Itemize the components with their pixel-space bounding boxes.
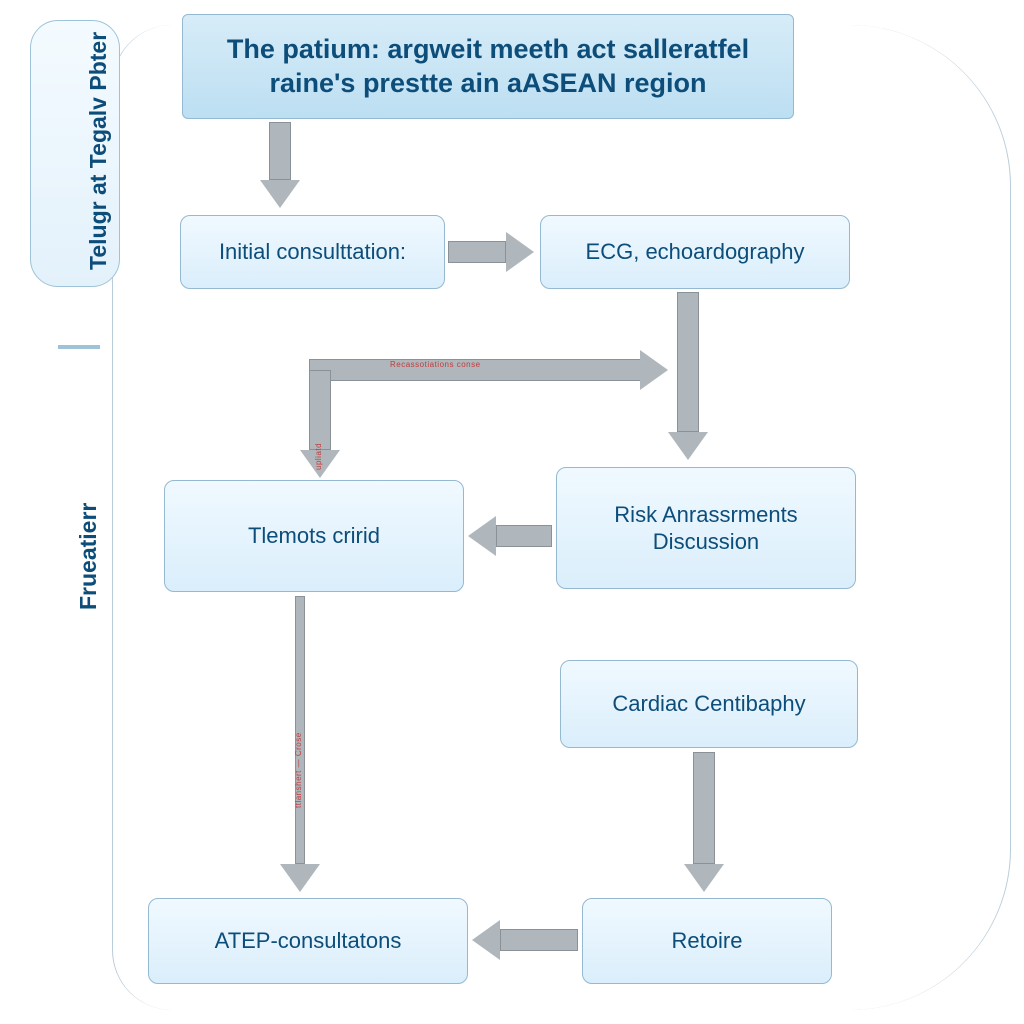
- microtext-elbow-h: Recassotiations conse: [390, 360, 481, 369]
- microtext-long-v: ttlanshert — Crose: [294, 732, 303, 808]
- node-tlemots: Tlemots cririd: [164, 480, 464, 592]
- node-ecg: ECG, echoardography: [540, 215, 850, 289]
- node-cardiac: Cardiac Centibaphy: [560, 660, 858, 748]
- lane2-tick: [58, 345, 100, 349]
- title-line1: The patium: argweit meeth act salleratfe…: [227, 33, 749, 67]
- risk-line2: Discussion: [614, 528, 797, 556]
- title-node: The patium: argweit meeth act salleratfe…: [182, 14, 794, 119]
- title-line2: raine's prestte ain aASEAN region: [227, 67, 749, 101]
- node-retore: Retoire: [582, 898, 832, 984]
- node-initial-consultation: Initial consulttation:: [180, 215, 445, 289]
- microtext-elbow-v: upliatd: [314, 443, 323, 470]
- node-risk-discussion: Risk Anrassrments Discussion: [556, 467, 856, 589]
- frame-right: [850, 25, 1011, 1010]
- lane1-label: Telugr at Tegalv Pbter: [85, 32, 112, 270]
- node-atep: ATEP-consultatons: [148, 898, 468, 984]
- flowchart-stage: Telugr at Tegalv Pbter Frueatierr Recass…: [0, 0, 1024, 1024]
- lane2-label: Frueatierr: [75, 503, 102, 610]
- risk-line1: Risk Anrassrments: [614, 501, 797, 529]
